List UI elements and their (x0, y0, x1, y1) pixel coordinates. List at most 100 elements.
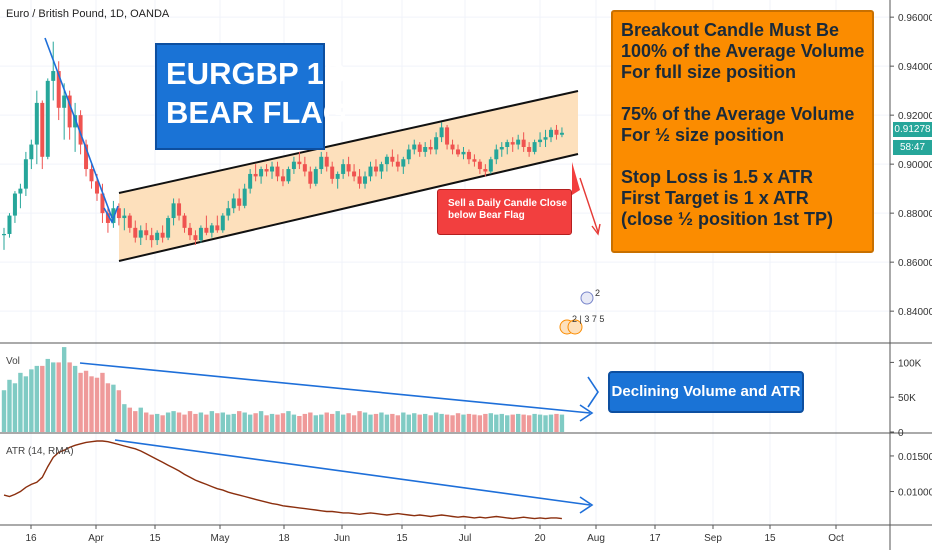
volume-bar (461, 414, 466, 432)
candle-body (105, 213, 110, 223)
candle-body (368, 166, 373, 177)
candle-body (193, 235, 198, 241)
candle-body (363, 176, 368, 184)
sell-line-2: below Bear Flag (448, 210, 525, 221)
time-tick-label: May (211, 533, 230, 544)
candle-body (395, 161, 400, 167)
candle-body (67, 95, 72, 128)
volume-bar (269, 413, 275, 432)
volume-bar (340, 414, 346, 432)
volume-bar (67, 362, 72, 432)
volume-bar (433, 412, 439, 432)
flagpole-arrowhead (103, 205, 119, 224)
candle-body (133, 227, 138, 238)
volume-bar (154, 413, 160, 432)
title-line-2: BEAR FLAG (166, 95, 347, 130)
info-line-7: First Target is 1 x ATR (621, 188, 809, 208)
candle-body (346, 164, 351, 172)
volume-bar (280, 413, 286, 432)
candle-body (401, 159, 406, 167)
candle-body (242, 188, 247, 206)
volume-bar (428, 415, 433, 432)
candle-body (335, 173, 340, 179)
volume-bar (78, 372, 83, 432)
candle-body (406, 149, 411, 160)
candle-body (275, 166, 280, 177)
candle-body (198, 227, 203, 241)
volume-bar (247, 414, 253, 432)
candle-body (7, 215, 12, 234)
candle-body (270, 166, 275, 172)
title-line-1: EURGBP 1D (166, 56, 347, 91)
info-line-5: For ½ size position (621, 125, 785, 145)
info-line-8: (close ½ position 1st TP) (621, 209, 834, 229)
candle-body (226, 208, 231, 216)
candle-body (527, 147, 532, 152)
volume-bar (61, 347, 67, 432)
volume-bar (395, 415, 401, 432)
candle-body (220, 215, 225, 231)
time-tick-label: 15 (149, 533, 161, 544)
candle-body (549, 129, 553, 138)
volume-bar (346, 413, 351, 432)
candle-body (521, 139, 526, 147)
candle-body (56, 71, 61, 108)
volume-bar (379, 412, 384, 432)
candle-body (538, 139, 543, 143)
candle-body (532, 142, 537, 152)
candle-body (127, 215, 132, 228)
volume-bar (368, 414, 373, 432)
info-line-6: Stop Loss is 1.5 x ATR (621, 167, 814, 187)
volume-bar (83, 370, 89, 432)
volume-bar (258, 411, 264, 432)
candle-body (341, 164, 346, 174)
event-marker-top: 2 (595, 288, 600, 298)
candle-body (559, 132, 564, 135)
volume-bar (215, 413, 220, 432)
volume-bar (116, 390, 122, 432)
candle-body (477, 161, 482, 170)
volume-bar (198, 412, 204, 432)
price-tick-label: 0.86000 (898, 258, 932, 269)
volume-bar (149, 414, 154, 432)
volume-bar (34, 365, 40, 432)
candle-body (543, 137, 548, 140)
candle-body (116, 208, 121, 219)
volume-bar (209, 411, 215, 432)
time-tick-label: Aug (587, 533, 605, 544)
candle-body (488, 159, 493, 172)
atr-tick-label: 0.01500 (898, 452, 932, 463)
event-marker-icon (580, 291, 594, 305)
volume-bar (521, 414, 526, 432)
volume-bar (532, 413, 537, 432)
volume-bar (193, 413, 198, 432)
candle-body (155, 232, 160, 241)
volume-bar (444, 414, 450, 432)
candle-body (94, 181, 99, 194)
info-box: Breakout Candle Must Be 100% of the Aver… (611, 10, 874, 253)
volume-tick-label: 50K (898, 393, 916, 404)
time-tick-label: 20 (534, 533, 546, 544)
candle-body (149, 235, 154, 241)
volume-bar (319, 414, 324, 432)
flag-upper-line (118, 90, 579, 194)
price-tick-label: 0.94000 (898, 62, 932, 73)
volume-bar (89, 376, 94, 432)
candle-body (187, 227, 192, 236)
sell-line-1: Sell a Daily Candle Close (448, 198, 567, 209)
candle-body (357, 176, 362, 184)
volume-bar (499, 413, 504, 432)
volume-bar (390, 413, 395, 432)
time-tick-label: 15 (396, 533, 408, 544)
volume-trend-line (79, 362, 591, 414)
info-line-1: Breakout Candle Must Be (621, 20, 840, 40)
price-tick-label: 0.90000 (898, 160, 932, 171)
volume-bar (165, 412, 171, 432)
time-tick-label: 17 (649, 533, 661, 544)
info-line-3: For full size position (621, 62, 796, 82)
candle-body (29, 144, 34, 160)
volume-bar (515, 413, 521, 432)
volume-bar (171, 411, 176, 432)
candle-body (89, 169, 94, 182)
candle-body (499, 147, 504, 150)
